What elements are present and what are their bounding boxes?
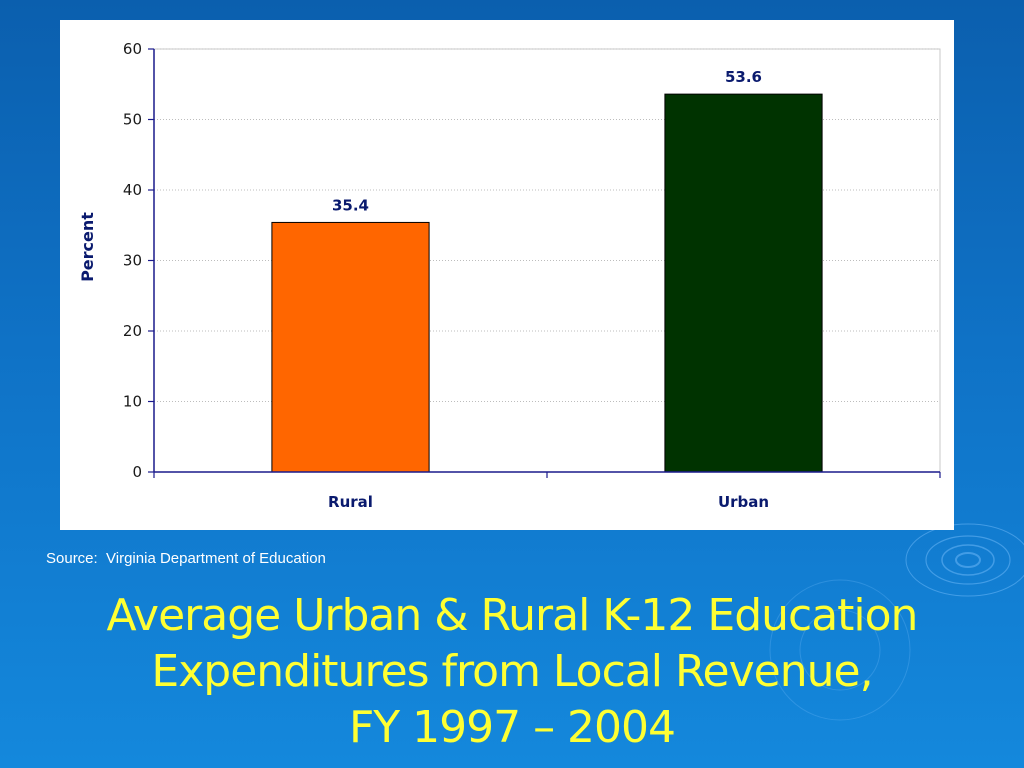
data-label: 53.6 [725,68,762,86]
y-tick-label: 20 [123,322,142,340]
slide-title-line: Average Urban & Rural K-12 Education [106,590,919,641]
slide-title-line: FY 1997 – 2004 [348,702,676,753]
axes [148,48,941,478]
source-note: Source: Virginia Department of Education [46,550,326,567]
y-tick-label: 30 [123,252,142,270]
y-tick-label: 50 [123,111,142,129]
slide-title: Average Urban & Rural K-12 Education Exp… [0,588,1024,756]
data-label: 35.4 [332,196,369,214]
x-category-label: Urban [718,493,769,511]
bars [271,93,823,473]
y-tick-label: 0 [132,463,142,481]
bar-urban [664,93,823,473]
bar-chart: 0 10 20 30 40 50 60 35.4 Rural 53.6 Urban Percent [78,40,941,511]
chart-panel: 0 10 20 30 40 50 60 35.4 Rural 53.6 Urban Percent [60,20,954,530]
y-axis-label: Percent [78,212,97,282]
x-category-label: Rural [328,493,373,511]
chart-labels: 0 10 20 30 40 50 60 35.4 Rural 53.6 Urban [123,40,769,511]
y-tick-label: 10 [123,393,142,411]
slide-title-line: Expenditures from Local Revenue, [151,646,873,697]
bar-rural [271,221,430,473]
y-tick-label: 60 [123,40,142,58]
y-tick-label: 40 [123,181,142,199]
